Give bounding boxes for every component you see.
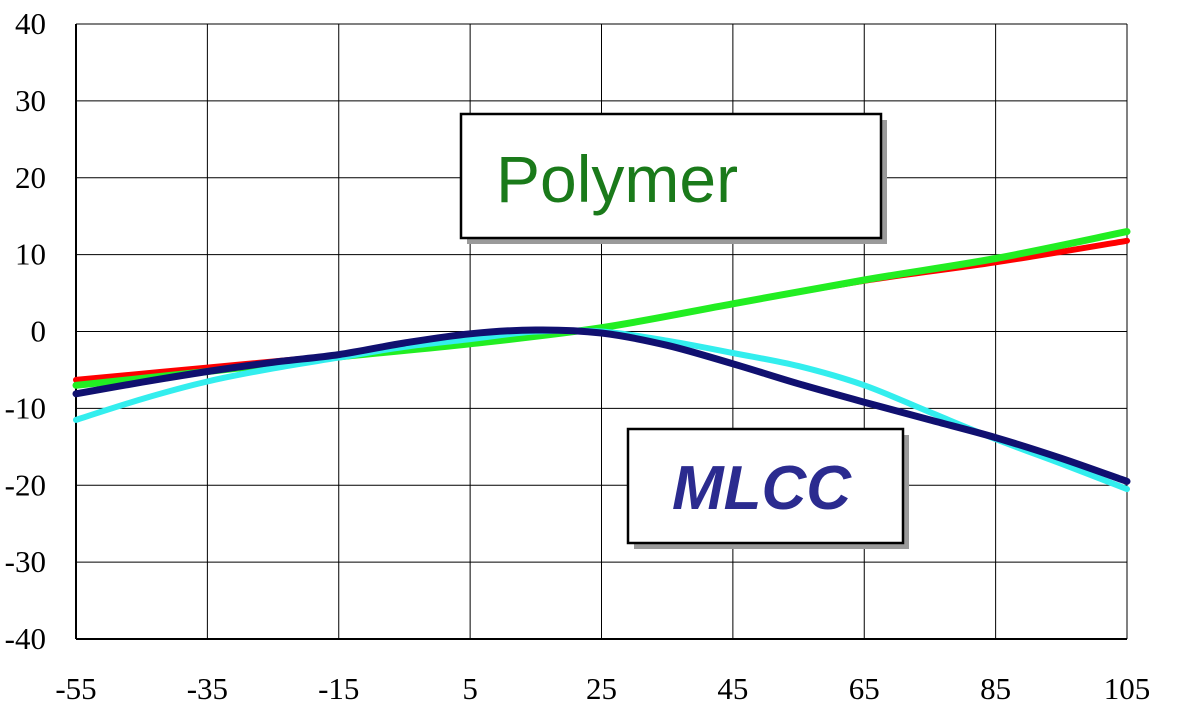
y-tick-label-0: 40 [15, 6, 46, 41]
x-tick-label-8: 105 [1104, 671, 1151, 706]
x-tick-label-0: -55 [55, 671, 96, 706]
annotation-polymer: Polymer [459, 112, 887, 244]
y-tick-label-1: 30 [15, 83, 46, 118]
x-tick-label-1: -35 [187, 671, 228, 706]
x-tick-label-4: 25 [586, 671, 617, 706]
axes [75, 24, 1127, 640]
y-tick-label-8: -40 [5, 621, 46, 656]
y-tick-label-7: -30 [5, 544, 46, 579]
tick-labels: -55 -35 -15 5 25 45 65 85 105 40 30 20 10 0 -10 -20 -30 -… [5, 6, 1151, 706]
series-line-3 [72, 326, 1131, 485]
annotation-mlcc-box [626, 427, 905, 545]
series-lines [72, 228, 1131, 493]
y-tick-label-5: -10 [5, 390, 46, 425]
x-tick-label-3: 5 [462, 671, 478, 706]
x-tick-label-2: -15 [318, 671, 359, 706]
y-tick-label-3: 10 [15, 237, 46, 272]
y-tick-label-4: 0 [31, 314, 47, 349]
y-tick-label-6: -20 [5, 467, 46, 502]
annotation-mlcc-text: MLCC [672, 454, 852, 523]
annotation-polymer-box [459, 112, 883, 240]
x-tick-label-5: 45 [717, 671, 748, 706]
x-tick-label-7: 85 [980, 671, 1011, 706]
annotation-mlcc: MLCC [626, 427, 909, 549]
annotation-polymer-text: Polymer [496, 142, 738, 216]
x-tick-label-6: 65 [849, 671, 880, 706]
y-tick-label-2: 20 [15, 160, 46, 195]
